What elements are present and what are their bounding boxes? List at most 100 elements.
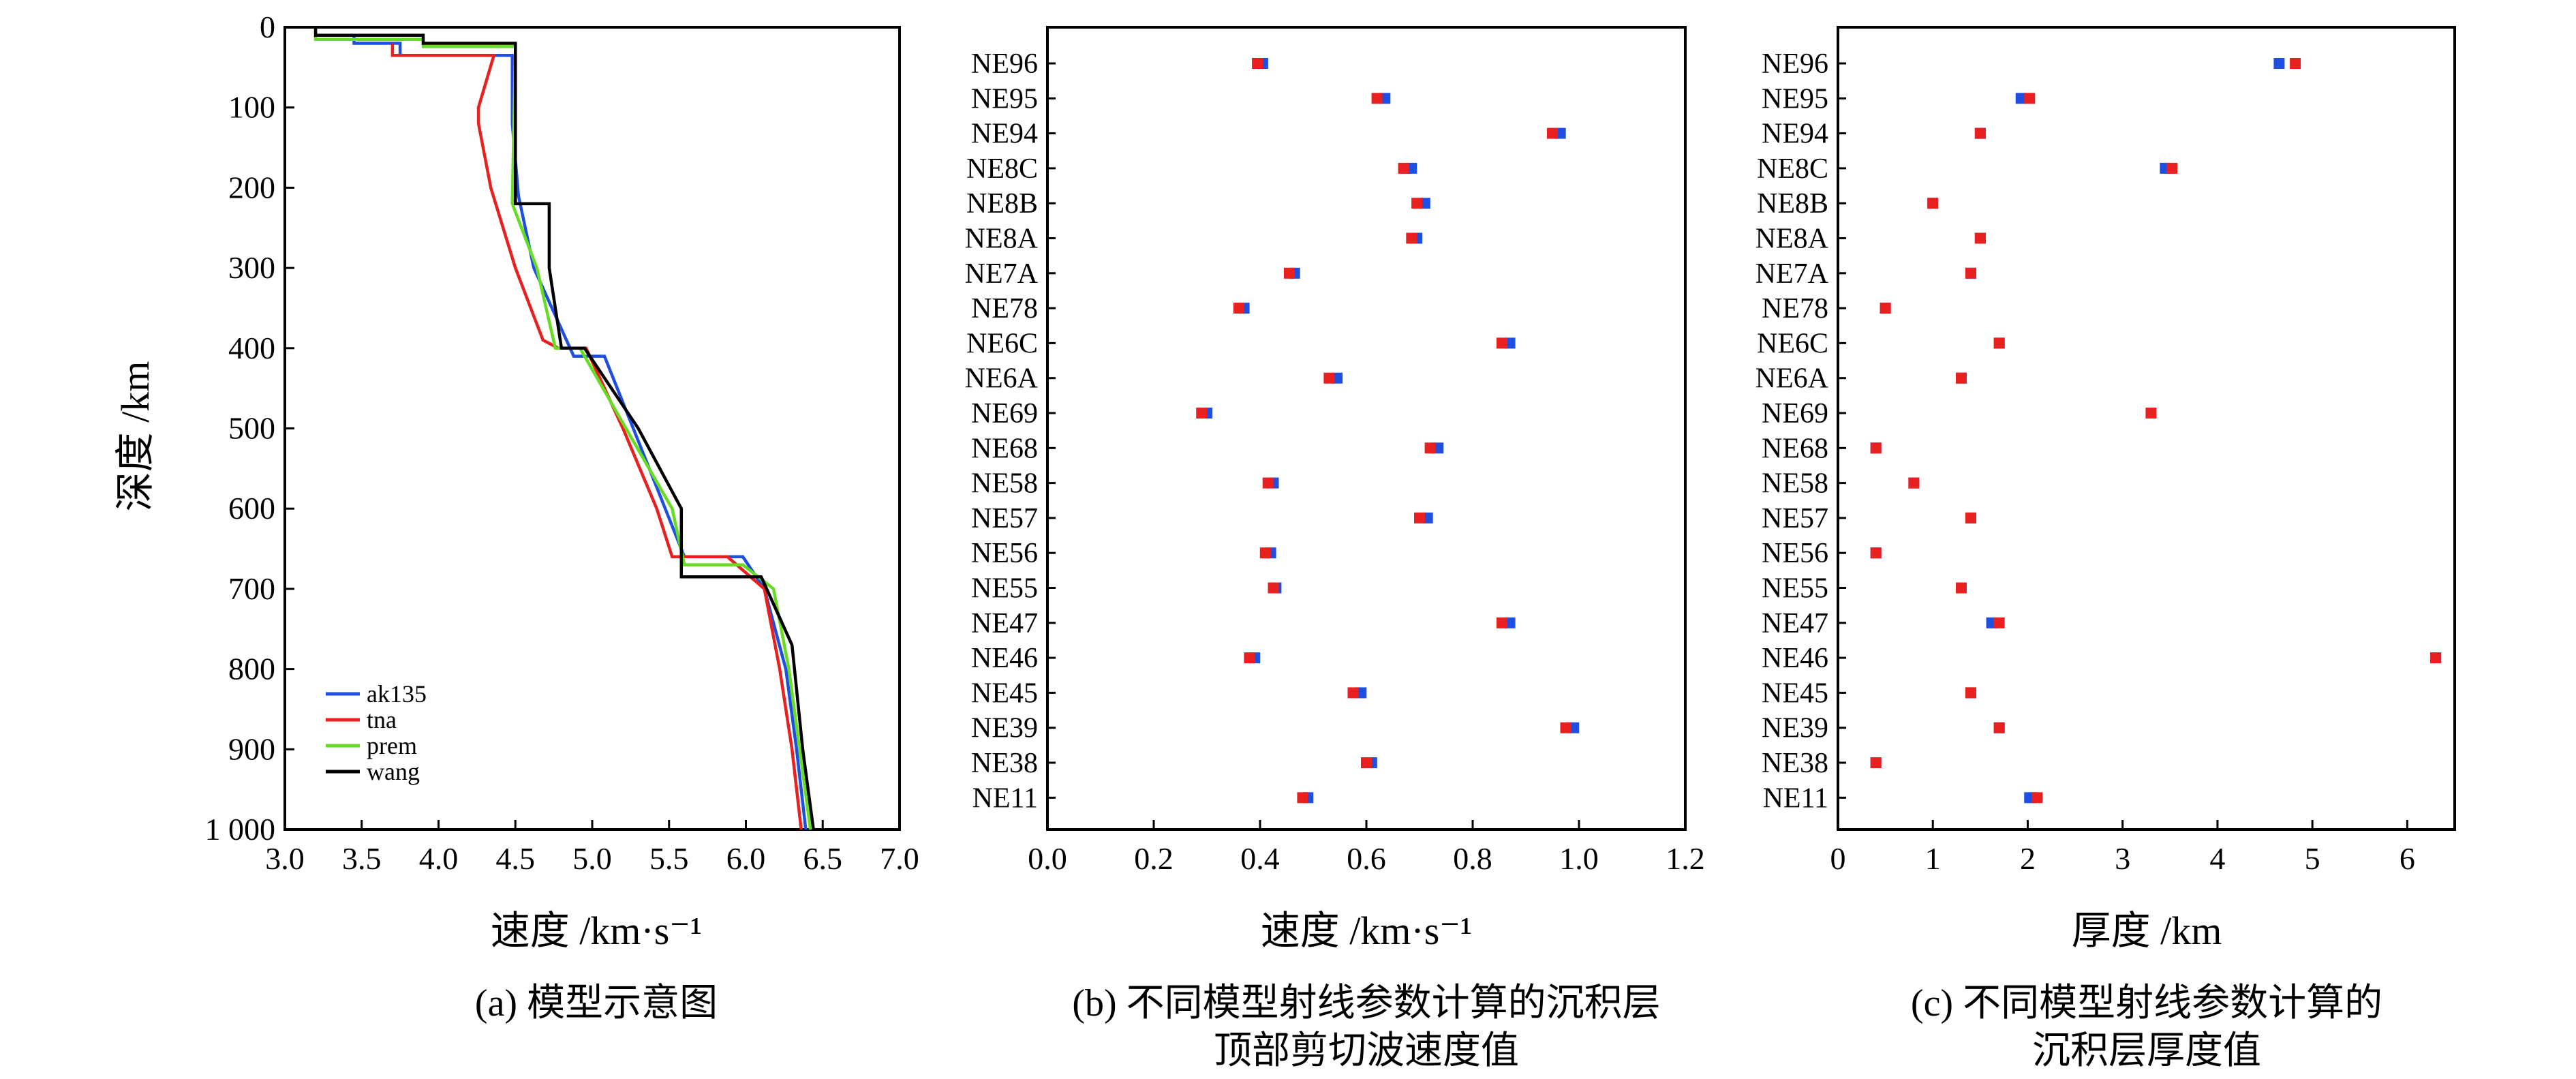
panel-b-station-label: NE96: [971, 48, 1038, 80]
panel-b-station-label: NE7A: [965, 258, 1039, 290]
panel-a-xtick-label: 4.0: [419, 841, 459, 876]
panel-c-xtick-label: 3: [2115, 841, 2130, 876]
panel-b-station-label: NE6C: [966, 328, 1038, 359]
panel-a-xtick-label: 5.0: [572, 841, 612, 876]
panel-c-point-NE58-s1: [1908, 477, 1920, 489]
panel-a-ytick-label: 800: [228, 652, 275, 686]
panel-a-ytick-label: 300: [228, 250, 275, 285]
panel-b-point-NE55-s1: [1268, 582, 1279, 594]
panel-b-station-label: NE39: [971, 713, 1038, 744]
panel-b-station-label: NE47: [971, 608, 1038, 639]
panel-c-station-label: NE68: [1762, 433, 1828, 464]
panel-b-station-label: NE8B: [966, 188, 1038, 219]
panel-c-point-NE47-s1: [1993, 617, 2005, 628]
legend-label-wang: wang: [367, 758, 420, 785]
panel-b-xtick-label: 0.2: [1134, 841, 1174, 876]
panel-b-point-NE39-s1: [1560, 722, 1571, 733]
panel-b-station-label: NE6A: [965, 363, 1039, 395]
panel-c-point-NE8C-s1: [2166, 162, 2178, 174]
panel-c-point-NE6A-s1: [1956, 372, 1967, 384]
panel-c-station-label: NE94: [1762, 119, 1828, 150]
panel-a-ytick-label: 500: [228, 411, 275, 446]
panel-c-station-label: NE58: [1762, 468, 1828, 500]
panel-b-point-NE38-s1: [1361, 757, 1372, 768]
panel-b-station-label: NE55: [971, 573, 1038, 605]
panel-b-station-label: NE38: [971, 748, 1038, 779]
panel-c-station-label: NE8A: [1755, 224, 1829, 255]
panel-b-caption-line2: 顶部剪切波速度值: [1214, 1030, 1519, 1072]
panel-b-station-label: NE58: [971, 468, 1038, 500]
panel-b-point-NE11-s1: [1297, 792, 1308, 804]
panel-b-point-NE68-s1: [1424, 442, 1436, 454]
panel-b-xtick-label: 0.4: [1240, 841, 1280, 876]
panel-c-point-NE7A-s1: [1965, 267, 1976, 279]
panel-b-point-NE45-s1: [1347, 687, 1359, 699]
panel-c-point-NE46-s1: [2430, 652, 2442, 664]
panel-a-xtick-label: 6.0: [726, 841, 766, 876]
panel-c-point-NE45-s1: [1965, 687, 1976, 699]
panel-c-station-label: NE8B: [1757, 188, 1828, 219]
panel-b-xtick-label: 1.0: [1559, 841, 1599, 876]
panel-c-xlabel: 厚度 /km: [2072, 909, 2222, 953]
panel-c-point-NE39-s1: [1993, 722, 2005, 733]
panel-b-station-label: NE78: [971, 293, 1038, 324]
panel-a-velocity-model: 3.0 3.5 4.0 4.5 5.0 5.5 6.0 6.5 7.0 0 100 200 300 400…: [113, 10, 919, 1024]
panel-c-station-label: NE57: [1762, 503, 1828, 534]
panel-b-station-label: NE94: [971, 119, 1038, 150]
panel-b-point-NE96-s1: [1252, 58, 1263, 69]
legend-label-prem: prem: [367, 732, 417, 759]
panel-b-station-label: NE45: [971, 678, 1038, 709]
panel-c-point-NE96-s0: [2273, 58, 2285, 69]
panel-a-xtick-label: 3.5: [342, 841, 382, 876]
panel-c-station-label: NE7A: [1755, 258, 1829, 290]
panel-b-xtick-label: 0.8: [1453, 841, 1492, 876]
panel-c-point-NE38-s1: [1870, 757, 1882, 768]
series-line-tna: [390, 43, 803, 830]
panel-a-xtick-label: 6.5: [803, 841, 843, 876]
panel-a-ytick-label: 600: [228, 491, 275, 526]
panel-c-caption-line1: (c) 不同模型射线参数计算的: [1911, 982, 2382, 1024]
panel-a-xtick-label: 7.0: [880, 841, 919, 876]
panel-c-xtick-label: 4: [2209, 841, 2225, 876]
panel-c-xtick-label: 0: [1830, 841, 1846, 876]
panel-b-xtick-label: 0.0: [1028, 841, 1067, 876]
panel-c-station-label: NE39: [1762, 713, 1828, 744]
panel-b-point-NE57-s1: [1414, 512, 1425, 523]
panel-b-point-NE94-s1: [1547, 127, 1558, 139]
panel-c-point-NE94-s1: [1974, 127, 1986, 139]
panel-c-point-NE96-s1: [2290, 58, 2301, 69]
panel-c-point-NE68-s1: [1870, 442, 1882, 454]
panel-c-point-NE69-s1: [2145, 408, 2157, 419]
panel-c-station-label: NE69: [1762, 398, 1828, 429]
panel-b-point-NE8A-s1: [1406, 232, 1417, 244]
panel-b-point-NE46-s1: [1244, 652, 1255, 664]
panel-a-ytick-label: 0: [260, 10, 275, 44]
panel-b-point-NE7A-s1: [1283, 267, 1295, 279]
panel-c-xtick-label: 2: [2020, 841, 2036, 876]
panel-b-frame: [1046, 26, 1687, 831]
panel-c-point-NE78-s1: [1880, 303, 1891, 314]
panel-a-xlabel: 速度 /km·s⁻¹: [491, 909, 703, 953]
series-line-wang: [313, 27, 815, 830]
series-line-ak135: [352, 35, 808, 830]
panel-c-caption-line2: 沉积层厚度值: [2032, 1030, 2261, 1072]
panel-a-ytick-label: 200: [228, 170, 275, 204]
panel-a-ytick-label: 900: [228, 731, 275, 766]
panel-b-point-NE6C-s1: [1496, 337, 1507, 349]
panel-c-point-NE95-s0: [2015, 93, 2027, 104]
panel-b-point-NE58-s1: [1262, 477, 1274, 489]
panel-c-point-NE11-s1: [2031, 792, 2043, 804]
panel-c-xtick-label: 1: [1925, 841, 1941, 876]
panel-b-xlabel: 速度 /km·s⁻¹: [1261, 909, 1473, 953]
panel-b-station-label: NE68: [971, 433, 1038, 464]
panel-c-xtick-label: 5: [2305, 841, 2320, 876]
panel-b-station-label: NE8A: [965, 224, 1039, 255]
panel-c-point-NE8A-s1: [1974, 232, 1986, 244]
panel-b-station-label: NE69: [971, 398, 1038, 429]
panel-b-station-label: NE46: [971, 643, 1038, 674]
panel-b-point-NE56-s1: [1259, 547, 1271, 559]
panel-b-xtick-label: 1.2: [1666, 841, 1705, 876]
panel-c-station-label: NE55: [1762, 573, 1828, 605]
